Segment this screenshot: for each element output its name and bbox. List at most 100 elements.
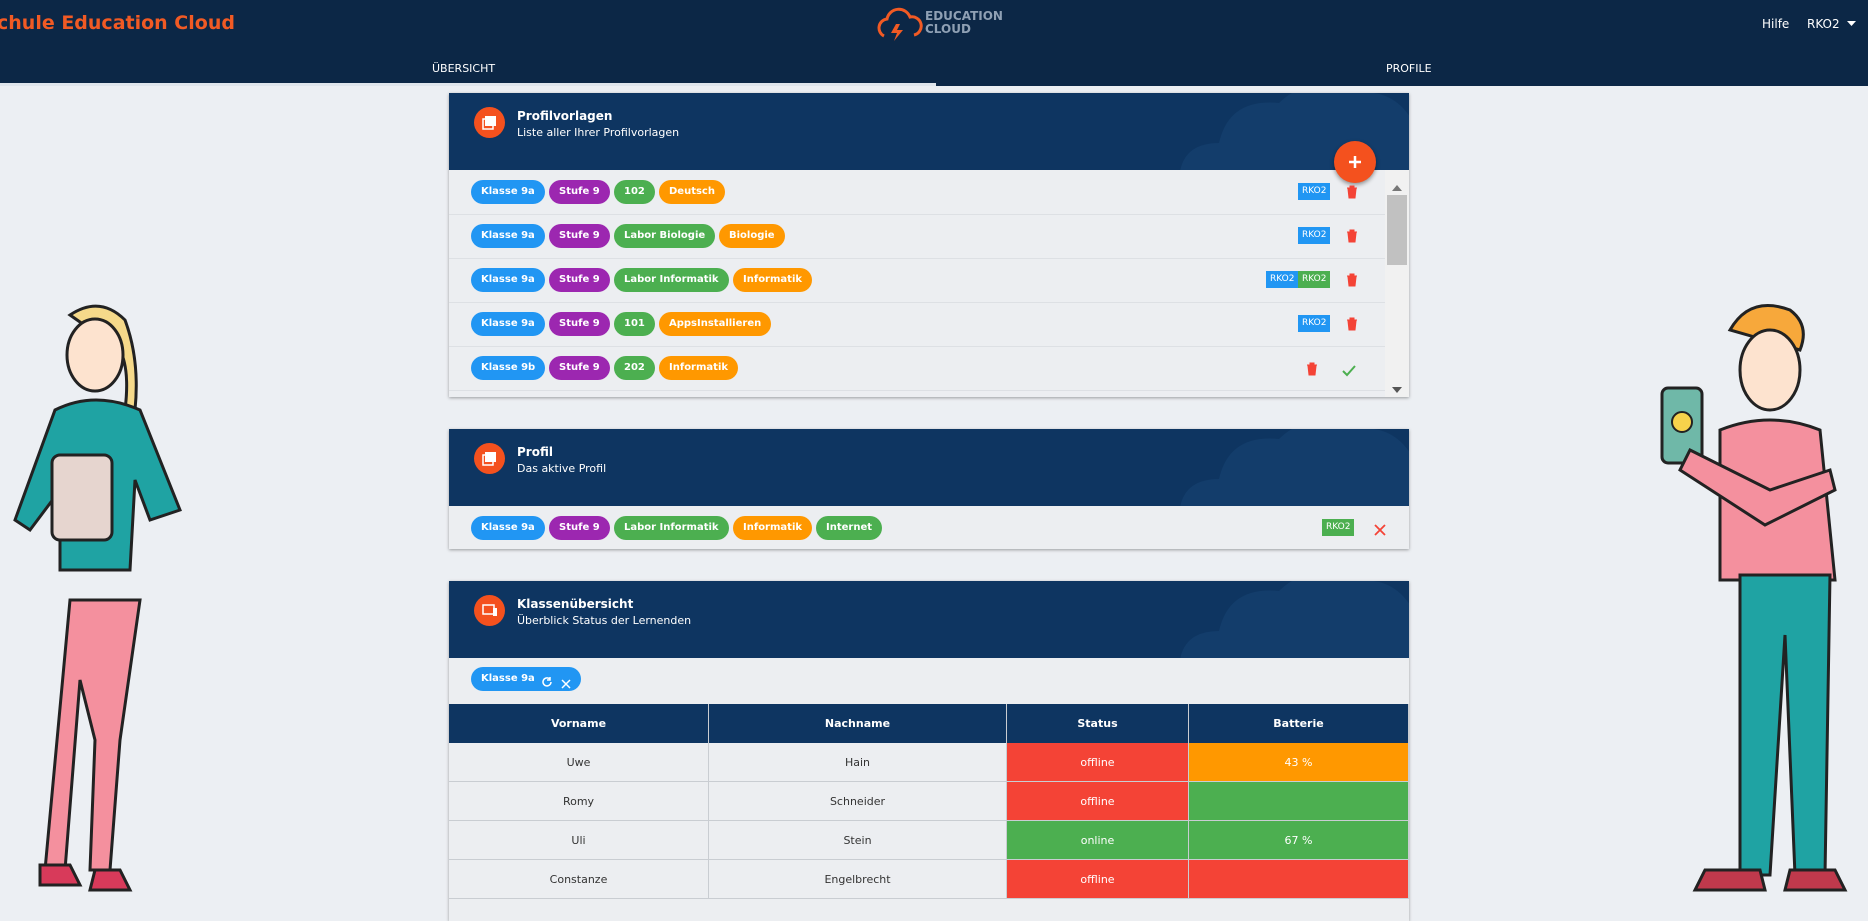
chip[interactable]: Stufe 9 [549, 312, 610, 336]
chip[interactable]: Stufe 9 [549, 516, 610, 540]
template-row: Klasse 9a Stufe 9 Labor Informatik Informat… [449, 258, 1385, 303]
card-subtitle: Das aktive Profil [517, 462, 607, 475]
scroll-thumb[interactable] [1387, 195, 1407, 265]
chip[interactable]: Stufe 9 [549, 224, 610, 248]
table-cell: Stein [709, 821, 1007, 860]
chip[interactable]: AppsInstallieren [659, 312, 772, 336]
delete-button[interactable] [1346, 272, 1358, 291]
scroll-up[interactable] [1391, 177, 1403, 196]
chip[interactable]: Klasse 9b [471, 356, 546, 380]
illustration-woman [13, 304, 182, 892]
card-icon [474, 595, 505, 626]
card-header: Klassenübersicht Überblick Status der Ler… [449, 581, 1409, 658]
logo-text: EDUCATION CLOUD [925, 10, 1003, 36]
chip[interactable]: Labor Informatik [614, 516, 729, 540]
chip[interactable]: 202 [614, 356, 655, 380]
tag: RKO2 [1298, 271, 1331, 288]
chip[interactable]: Stufe 9 [549, 268, 610, 292]
delete-button[interactable] [1306, 361, 1318, 380]
card-header: Profil Das aktive Profil [449, 429, 1409, 506]
illustration-man [1660, 304, 1848, 892]
chip[interactable]: Internet [816, 516, 883, 540]
chip[interactable]: Labor Biologie [614, 224, 716, 248]
profile-row: Klasse 9a Stufe 9 Labor Informatik Informat… [449, 506, 1409, 549]
caret[interactable] [1846, 20, 1858, 28]
table-cell: 67 % [1189, 821, 1409, 860]
table-cell: 43 % [1189, 743, 1409, 782]
refresh-button[interactable] [541, 673, 553, 692]
card-subtitle: Überblick Status der Lernenden [517, 614, 692, 627]
chip[interactable]: Biologie [719, 224, 785, 248]
user-menu[interactable]: RKO2 [1807, 17, 1840, 31]
table-cell: offline [1007, 860, 1189, 899]
tab[interactable]: ÜBERSICHT [432, 62, 496, 75]
logo-line: CLOUD [925, 22, 971, 36]
chip[interactable]: Klasse 9a [471, 516, 545, 540]
help-link[interactable]: Hilfe [1762, 17, 1790, 31]
chip[interactable]: Informatik [733, 516, 813, 540]
table-cell: Uli [449, 821, 709, 860]
delete-button[interactable] [1346, 228, 1358, 247]
card-header: Profilvorlagen Liste aller Ihrer Profilvo… [449, 93, 1409, 170]
tag: RKO2 [1298, 183, 1331, 200]
tab-indicator [0, 83, 936, 86]
chip[interactable]: 102 [614, 180, 655, 204]
card-klassen: Klassenübersicht Überblick Status der Ler… [449, 581, 1409, 921]
column-header: Status [1007, 704, 1189, 743]
chip[interactable]: Klasse 9a [471, 312, 545, 336]
table-cell: Uwe [449, 743, 709, 782]
tag: RKO2 [1298, 315, 1331, 332]
chip[interactable]: Informatik [733, 268, 813, 292]
chip[interactable]: 101 [614, 312, 655, 336]
top-bar: chule Education Cloud EDUCATION CLOUD Hi… [0, 0, 1868, 86]
table-cell: Schneider [709, 782, 1007, 821]
table-cell: Hain [709, 743, 1007, 782]
logo-line: EDUCATION [925, 9, 1003, 23]
delete-button[interactable] [1346, 316, 1358, 335]
card-profilvorlagen: Profilvorlagen Liste aller Ihrer Profilvo… [449, 93, 1409, 397]
app-title[interactable]: chule Education Cloud [0, 12, 235, 34]
tab[interactable]: PROFILE [1386, 62, 1432, 75]
table-cell: offline [1007, 743, 1189, 782]
card-title: Klassenübersicht [517, 597, 634, 611]
chip[interactable]: Klasse 9a [471, 180, 545, 204]
header-cloud [1159, 581, 1409, 658]
chip[interactable]: Deutsch [659, 180, 725, 204]
chip[interactable]: Labor Informatik [614, 268, 729, 292]
table-cell [1189, 782, 1409, 821]
tag: RKO2 [1322, 519, 1355, 536]
table-cell: Engelbrecht [709, 860, 1007, 899]
table-cell: Constanze [449, 860, 709, 899]
scroll-down[interactable] [1391, 379, 1403, 397]
chip[interactable]: Stufe 9 [549, 180, 610, 204]
card-icon [474, 107, 505, 138]
column-header: Vorname [449, 704, 709, 743]
column-header: Batterie [1189, 704, 1409, 743]
table-cell: online [1007, 821, 1189, 860]
template-row: Klasse 9a Stufe 9 101 AppsInstallieren RKO2 [449, 302, 1385, 347]
template-row: Klasse 9a Stufe 9 Labor Biologie Biologie RK… [449, 214, 1385, 259]
remove-button[interactable] [561, 674, 571, 693]
template-row: Klasse 9b Stufe 9 202 Informatik [449, 346, 1385, 391]
card-icon [474, 443, 505, 474]
remove-button[interactable] [1374, 521, 1386, 540]
tag: RKO2 [1266, 271, 1299, 288]
delete-button[interactable] [1346, 184, 1358, 203]
activate-button[interactable] [1342, 362, 1356, 381]
template-row: Klasse 9a Stufe 9 102 Deutsch RKO2 [449, 170, 1385, 215]
add-button[interactable] [1334, 141, 1376, 183]
logo-icon [877, 7, 923, 41]
chip[interactable]: Informatik [659, 356, 739, 380]
table-cell: Romy [449, 782, 709, 821]
chip[interactable]: Klasse 9a [471, 268, 545, 292]
chip[interactable]: Stufe 9 [549, 356, 610, 380]
header-cloud [1159, 429, 1409, 506]
tag: RKO2 [1298, 227, 1331, 244]
chip[interactable]: Klasse 9a [471, 224, 545, 248]
card-title: Profilvorlagen [517, 109, 613, 123]
column-header: Nachname [709, 704, 1007, 743]
table-cell [1189, 860, 1409, 899]
table-cell: offline [1007, 782, 1189, 821]
